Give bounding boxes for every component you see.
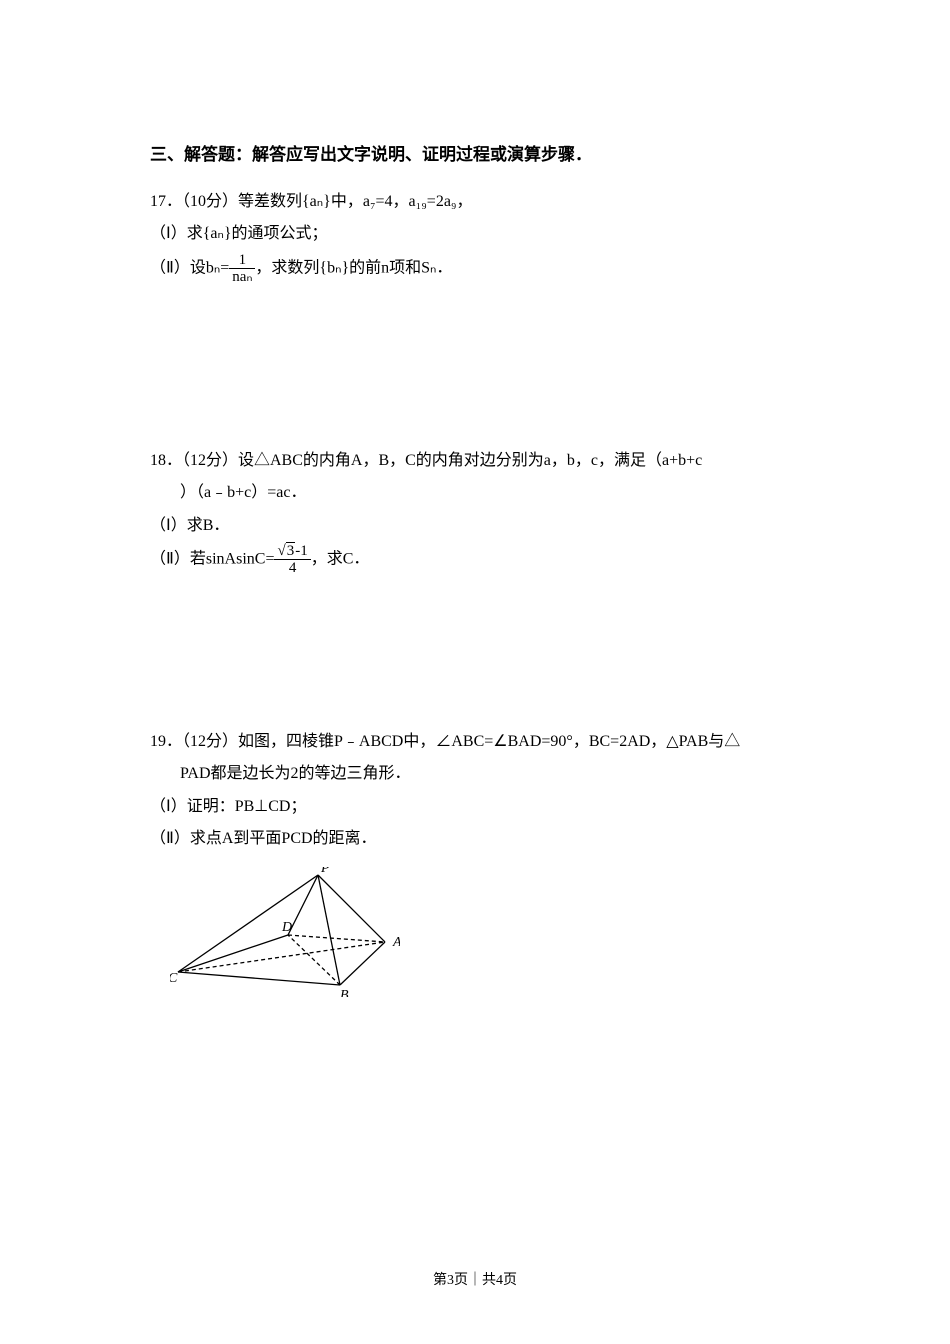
p17-frac-num: 1	[229, 252, 255, 270]
p17-part2: （Ⅱ）设bₙ=1naₙ，求数列{bₙ}的前n项和Sₙ．	[150, 252, 800, 286]
p19-part2: （Ⅱ）求点A到平面PCD的距离．	[150, 824, 800, 854]
p17-frac: 1naₙ	[229, 252, 255, 286]
p18-head2: ）（a﹣b+c）=ac．	[180, 478, 800, 508]
p19-figure: P D A C B	[170, 867, 800, 1008]
svg-text:C: C	[170, 971, 178, 986]
p19-part1: （Ⅰ）证明：PB⊥CD；	[150, 792, 800, 822]
svg-text:P: P	[320, 867, 330, 876]
p18-frac-num: 3-1	[274, 543, 310, 561]
spacer-1	[150, 296, 800, 446]
p18-head: 18．（12分）设△ABC的内角A，B，C的内角对边分别为a，b，c，满足（a+…	[150, 446, 800, 476]
section-title: 三、解答题：解答应写出文字说明、证明过程或演算步骤．	[150, 140, 800, 165]
p17-head: 17．（10分）等差数列{aₙ}中，a₇=4，a₁₉=2a₉，	[150, 187, 800, 217]
problem-18: 18．（12分）设△ABC的内角A，B，C的内角对边分别为a，b，c，满足（a+…	[150, 446, 800, 577]
p17-part2-suffix: ，求数列{bₙ}的前n项和Sₙ．	[255, 259, 452, 276]
p19-head2: PAD都是边长为2的等边三角形．	[180, 759, 800, 789]
svg-text:A: A	[392, 935, 400, 950]
p17-part1: （Ⅰ）求{aₙ}的通项公式；	[150, 219, 800, 249]
page-container: 三、解答题：解答应写出文字说明、证明过程或演算步骤． 17．（10分）等差数列{…	[0, 0, 950, 1344]
problem-19: 19．（12分）如图，四棱锥P﹣ABCD中，∠ABC=∠BAD=90°，BC=2…	[150, 727, 800, 1008]
svg-text:B: B	[340, 988, 349, 997]
pyramid-diagram-icon: P D A C B	[170, 867, 400, 997]
p18-part2-suffix: ，求C．	[311, 551, 370, 568]
p17-frac-den: naₙ	[229, 269, 255, 286]
p18-frac: 3-14	[274, 543, 310, 577]
p18-part2: （Ⅱ）若sinAsinC=3-14，求C．	[150, 543, 800, 577]
p18-part2-prefix: （Ⅱ）若sinAsinC=	[150, 551, 274, 568]
svg-text:D: D	[281, 920, 292, 935]
p18-part1: （Ⅰ）求B．	[150, 511, 800, 541]
p19-head: 19．（12分）如图，四棱锥P﹣ABCD中，∠ABC=∠BAD=90°，BC=2…	[150, 727, 800, 757]
page-footer: 第3页｜共4页	[0, 1269, 950, 1289]
p18-frac-den: 4	[274, 560, 310, 577]
p18-frac-num-tail: -1	[295, 543, 308, 559]
sqrt-icon: 3	[277, 543, 295, 560]
p18-sqrt-radicand: 3	[286, 542, 296, 559]
p17-part2-prefix: （Ⅱ）设bₙ=	[150, 259, 229, 276]
problem-17: 17．（10分）等差数列{aₙ}中，a₇=4，a₁₉=2a₉， （Ⅰ）求{aₙ}…	[150, 187, 800, 286]
spacer-2	[150, 587, 800, 727]
